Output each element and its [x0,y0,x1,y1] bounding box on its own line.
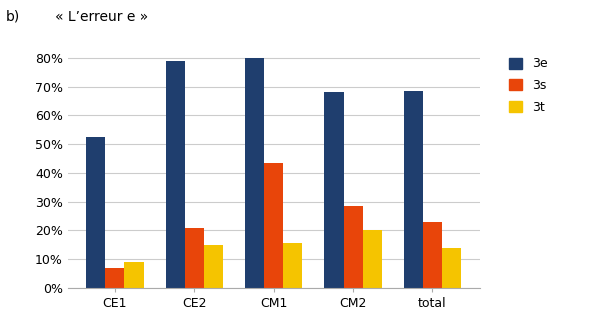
Text: « L’erreur e »: « L’erreur e » [55,10,149,24]
Bar [264,163,283,288]
Text: b): b) [6,10,20,24]
Bar [204,245,223,288]
Bar [423,222,442,288]
Bar [245,58,264,288]
Bar [442,248,461,288]
Legend: 3e, 3s, 3t: 3e, 3s, 3t [509,57,547,114]
Bar [325,92,344,288]
Bar [404,91,423,288]
Bar [184,228,204,288]
Bar [105,268,124,288]
Bar [283,243,302,288]
Bar [124,262,143,288]
Bar [165,61,184,288]
Bar [86,137,105,288]
Bar [344,206,363,288]
Bar [363,230,382,288]
